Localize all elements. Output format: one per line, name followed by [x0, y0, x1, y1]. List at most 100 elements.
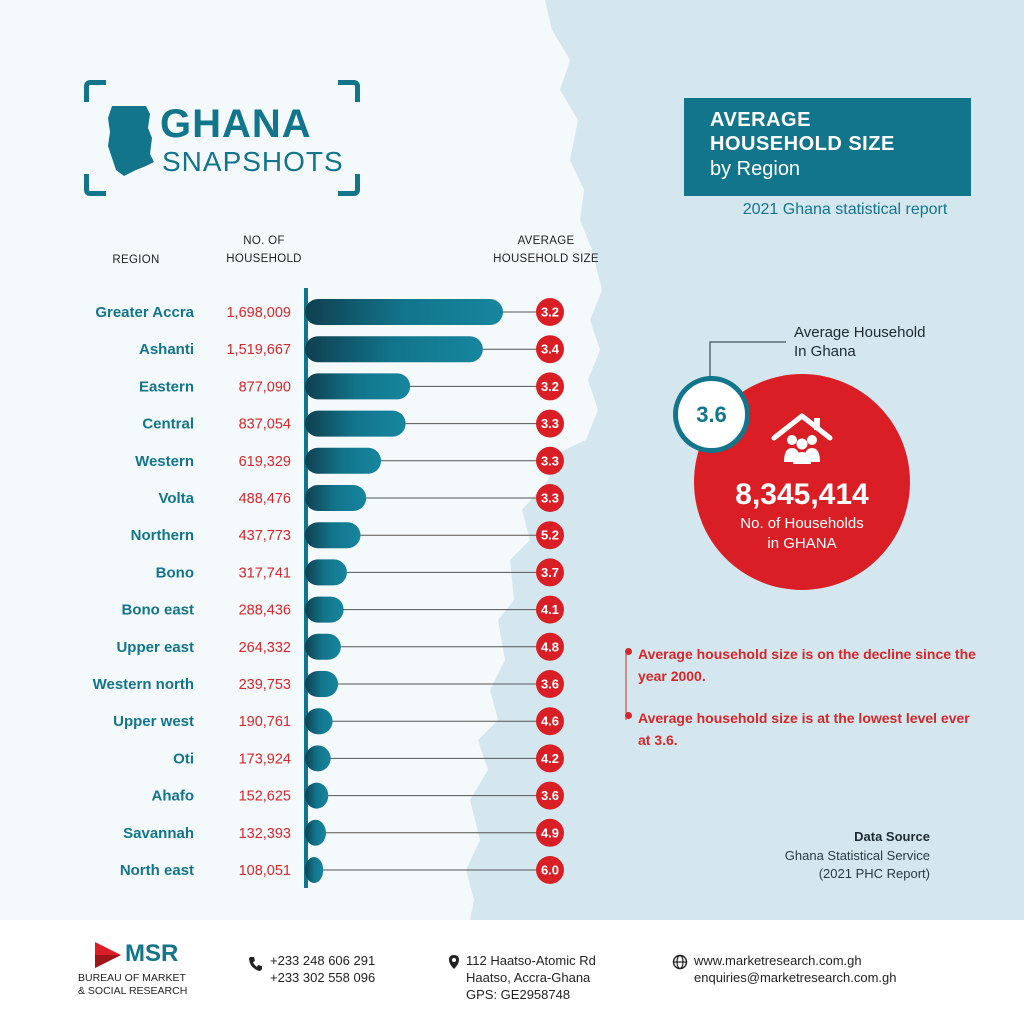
avg-size-label: 4.1: [541, 602, 559, 617]
region-label: Bono east: [121, 602, 194, 619]
data-source-line-2: (2021 PHC Report): [818, 866, 930, 881]
avg-size-label: 3.2: [541, 305, 559, 320]
note-2-text: Average household size is at the lowest …: [638, 710, 970, 748]
ghana-map-icon: [108, 106, 154, 176]
avg-size-marker: [536, 372, 564, 401]
avg-size-label: 3.4: [541, 342, 560, 357]
msr-sub-line-1: BUREAU OF MARKET: [78, 972, 186, 984]
region-label: Volta: [158, 490, 194, 507]
phone-1[interactable]: +233 248 606 291: [270, 953, 376, 968]
region-label: Upper east: [116, 639, 194, 656]
avg-size-label: 3.3: [541, 491, 559, 506]
region-label: Savannah: [123, 825, 194, 842]
header-avg-line-1: AVERAGE: [517, 235, 575, 247]
household-bar: [305, 373, 411, 400]
avg-size-label: 3.3: [541, 453, 559, 468]
household-bar: [305, 596, 344, 623]
avg-size-label: 3.6: [541, 677, 559, 692]
avg-size-marker: [536, 409, 564, 438]
household-count-label: 288,436: [239, 603, 291, 619]
household-bar: [305, 522, 361, 549]
household-bar: [305, 671, 339, 697]
ghana-avg-value: 3.6: [673, 376, 750, 453]
region-label: Greater Accra: [95, 304, 194, 321]
household-bar: [305, 485, 367, 511]
total-households-value: 8,345,414: [735, 478, 869, 511]
note-bullet: [625, 648, 632, 655]
household-count-label: 173,924: [239, 751, 291, 767]
website-link[interactable]: www.marketresearch.com.gh: [694, 953, 862, 968]
header-avg-line-2: HOUSEHOLD SIZE: [493, 253, 599, 265]
household-count-label: 877,090: [239, 379, 291, 395]
avg-size-marker: [536, 298, 564, 326]
globe-icon: [672, 954, 688, 970]
household-count-label: 1,698,009: [226, 305, 291, 321]
phone-icon: [249, 957, 262, 971]
avg-size-marker: [536, 521, 564, 550]
region-label: Western: [135, 453, 194, 470]
household-bar: [305, 819, 326, 846]
avg-size-marker: [536, 632, 564, 661]
region-label: Northern: [131, 527, 194, 544]
header-households: NO. OF HOUSEHOLD: [212, 232, 316, 268]
email-link[interactable]: enquiries@marketresearch.com.gh: [694, 970, 897, 985]
phone-numbers: +233 248 606 291 +233 302 558 096: [270, 952, 375, 986]
logo-frame-corner: [84, 174, 106, 196]
avg-size-marker: [536, 335, 564, 364]
household-count-label: 132,393: [239, 826, 291, 842]
msr-sub-line-2: & SOCIAL RESEARCH: [78, 985, 188, 997]
total-households-caption: No. of Households in GHANA: [694, 514, 910, 554]
household-bar: [305, 633, 341, 660]
address: 112 Haatso-Atomic Rd Haatso, Accra-Ghana…: [466, 952, 596, 1003]
household-count-label: 619,329: [239, 454, 291, 470]
subtitle: 2021 Ghana statistical report: [742, 201, 948, 218]
web-contact: www.marketresearch.com.gh enquiries@mark…: [694, 952, 897, 986]
ghana-snapshots-logo: GHANA SNAPSHOTS: [84, 80, 360, 196]
avg-size-marker: [536, 744, 564, 773]
ghana-avg-label-line-2: In Ghana: [794, 343, 856, 360]
avg-size-marker: [536, 670, 564, 698]
total-caption-line-1: No. of Households: [740, 515, 864, 532]
note-1: Average household size is on the decline…: [625, 643, 978, 687]
region-label: Bono: [156, 564, 194, 581]
avg-size-marker: [536, 446, 564, 475]
household-count-label: 190,761: [239, 714, 291, 730]
note-bullet: [625, 712, 632, 719]
avg-size-label: 5.2: [541, 528, 559, 543]
avg-size-label: 4.2: [541, 751, 559, 766]
avg-size-marker: [536, 558, 564, 587]
avg-size-label: 3.3: [541, 416, 559, 431]
avg-size-marker: [536, 595, 564, 624]
title-line-1: AVERAGE: [710, 109, 811, 131]
total-caption-line-2: in GHANA: [767, 535, 837, 552]
household-bar: [305, 745, 331, 772]
household-count-label: 1,519,667: [226, 342, 291, 358]
header-households-line-2: HOUSEHOLD: [226, 253, 302, 265]
household-bar: [305, 782, 329, 809]
household-bar: [305, 299, 503, 325]
ghana-avg-label: Average Household In Ghana: [794, 323, 925, 361]
household-bar: [305, 336, 483, 363]
avg-size-label: 4.9: [541, 825, 559, 840]
household-count-label: 152,625: [239, 789, 291, 805]
data-source-title: Data Source: [854, 829, 930, 844]
avg-size-marker: [536, 781, 564, 810]
ghana-avg-label-line-1: Average Household: [794, 324, 926, 341]
notes-connector: [625, 650, 627, 720]
region-label: Ahafo: [152, 788, 195, 805]
household-bar: [305, 559, 347, 586]
phone-2[interactable]: +233 302 558 096: [270, 970, 376, 985]
household-bar: [305, 857, 324, 883]
msr-logo-icon: [95, 942, 121, 968]
region-label: Ashanti: [139, 341, 194, 358]
footer: MSR BUREAU OF MARKET & SOCIAL RESEARCH +…: [0, 920, 1024, 1024]
household-icon: [771, 413, 833, 464]
header-region: REGION: [112, 254, 160, 266]
avg-size-label: 3.6: [541, 788, 559, 803]
household-count-label: 317,741: [239, 565, 291, 581]
logo-frame-corner: [338, 174, 360, 196]
note-2: Average household size is at the lowest …: [625, 707, 978, 751]
address-line-1: 112 Haatso-Atomic Rd: [466, 953, 596, 968]
region-label: Eastern: [139, 378, 194, 395]
household-bar: [305, 410, 406, 437]
